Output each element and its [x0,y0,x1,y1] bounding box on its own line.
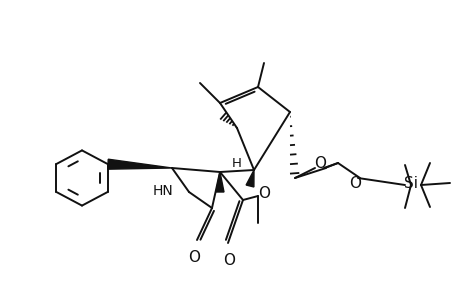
Text: O: O [348,176,360,190]
Polygon shape [107,159,172,169]
Text: H: H [231,157,241,169]
Text: O: O [257,185,269,200]
Text: O: O [313,155,325,170]
Polygon shape [246,170,253,187]
Text: Si: Si [403,176,417,191]
Polygon shape [216,172,224,192]
Text: O: O [223,253,235,268]
Text: HN: HN [152,184,173,198]
Text: O: O [188,250,200,265]
